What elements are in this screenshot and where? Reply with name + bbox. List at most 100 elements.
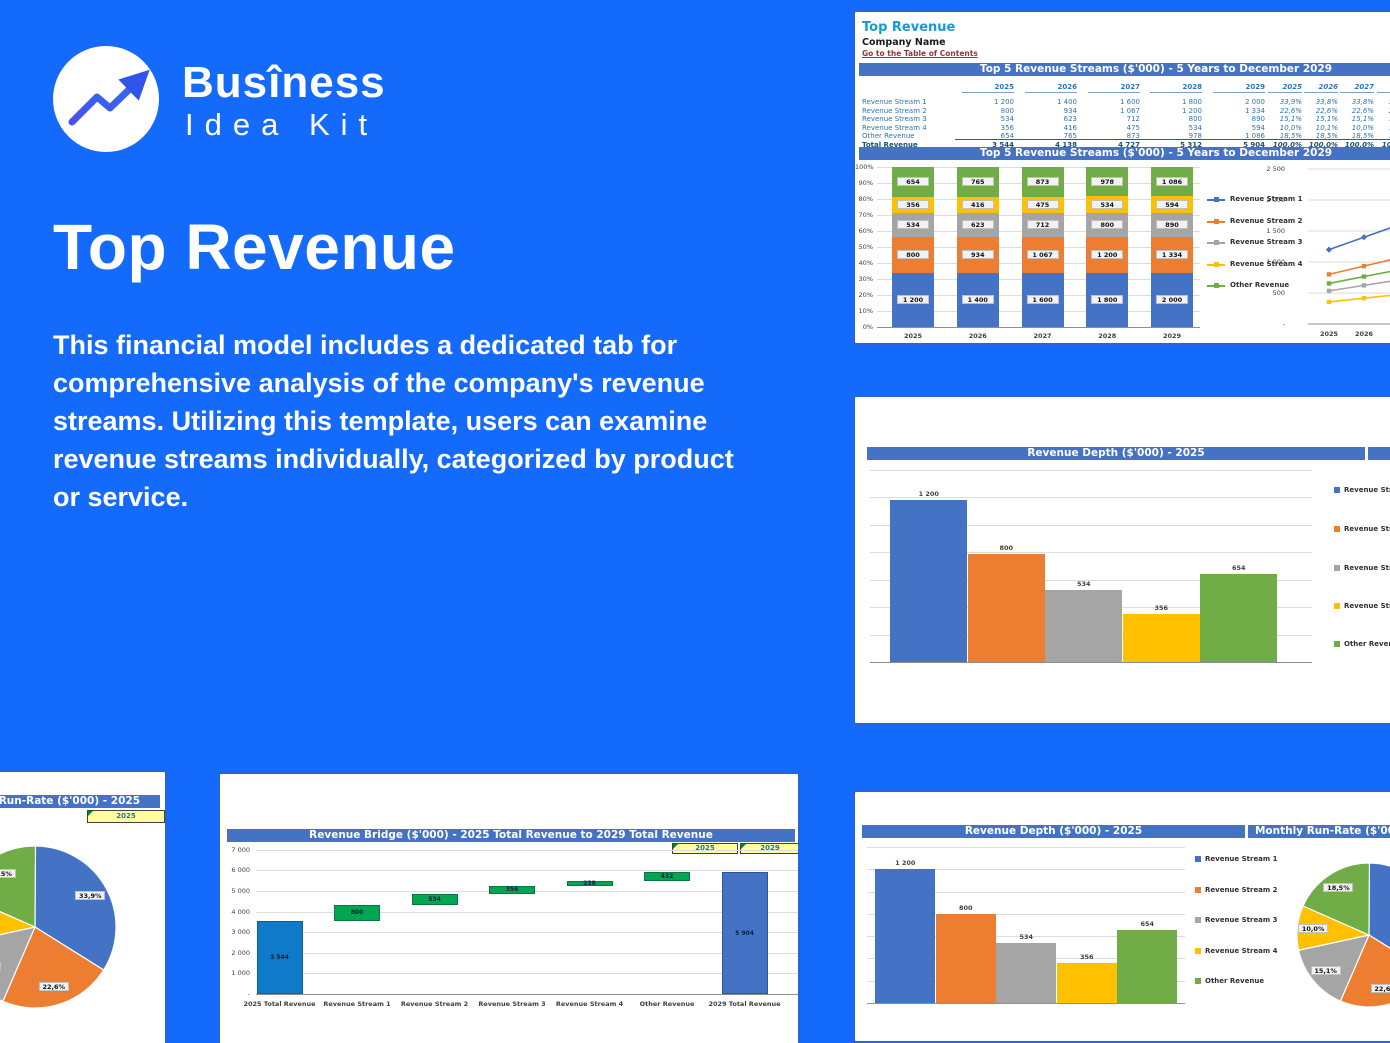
- bar: [890, 500, 967, 662]
- table-cell: 800: [1188, 115, 1202, 123]
- bar-value-label: 534: [1076, 579, 1091, 588]
- bar: [935, 913, 996, 1003]
- table-cell: 890: [1251, 115, 1265, 123]
- bar-value-label: 1 334: [1156, 250, 1188, 260]
- table-year-header: 2029: [1213, 83, 1265, 93]
- legend-label: Revenue Stream 1: [1344, 486, 1390, 494]
- bar-value-label: 890: [1156, 220, 1188, 230]
- legend-item: Revenue Stream 1: [1195, 855, 1305, 865]
- table-total-label: Total Revenue: [862, 141, 918, 149]
- y-tick-label: 2 000: [231, 948, 250, 957]
- bar-value-label: 654: [1231, 563, 1246, 572]
- table-cell-pct: 18,5%: [1375, 132, 1390, 140]
- bar-value-label: 873: [1026, 177, 1059, 187]
- legend-item: Revenue Stream 2: [1207, 217, 1303, 227]
- x-tick-label: Revenue Stream 3: [478, 1000, 546, 1008]
- table-cell: 978: [1188, 132, 1202, 140]
- y-tick-label: 6 000: [231, 866, 250, 875]
- table-cell: 765: [1063, 132, 1077, 140]
- x-tick-label: 2027: [1033, 332, 1052, 340]
- bar-value-label: 356: [505, 886, 519, 894]
- table-year-header: 2026: [1025, 83, 1077, 93]
- bar-value-label: 2 000: [1156, 295, 1188, 305]
- table-cell-pct: 18,5%: [1315, 132, 1338, 140]
- legend-item: Revenue Stream 4: [1207, 260, 1303, 270]
- legend-item: Revenue Stream 3: [1334, 564, 1390, 574]
- legend-item: Other Revenue: [1207, 281, 1289, 291]
- legend-swatch: [1195, 978, 1201, 984]
- legend-label: Revenue Stream 1: [1230, 195, 1303, 203]
- table-row-label: Revenue Stream 4: [862, 123, 927, 132]
- table-year-header: 2028: [1150, 83, 1202, 93]
- table-cell-pct: 15,1%: [1351, 115, 1374, 123]
- table-cell: 623: [1063, 115, 1077, 123]
- pie-percent-label: 15,1%: [0, 962, 2, 972]
- bar: [967, 554, 1045, 662]
- brand-name: Busîness: [182, 58, 386, 107]
- table-cell-pct: 15,1%: [1315, 115, 1338, 123]
- stacked-bar-chart: 100% 90% 80% 70% 60% 50% 40% 30% 20% 10% 0% 1 200 80…: [855, 12, 1390, 343]
- bar-value-label: 356: [1079, 953, 1094, 962]
- line-y-tick-label: 2 500: [1266, 165, 1285, 173]
- data-point-marker: [1326, 299, 1332, 305]
- legend-item: Revenue Stream 1: [1207, 195, 1303, 205]
- from-year-dropdown[interactable]: 2025: [672, 843, 738, 854]
- y-tick-label: 90%: [858, 179, 873, 187]
- legend-label: Other Revenue: [1344, 640, 1390, 648]
- adjacent-chart-title-bar: [1368, 447, 1390, 460]
- table-cell-pct: 33,8%: [1351, 98, 1374, 106]
- legend-item: Revenue Stream 4: [1195, 947, 1305, 957]
- x-tick-label: 2025: [903, 332, 923, 340]
- legend-marker: [1214, 262, 1219, 267]
- y-tick-label: 50%: [858, 243, 873, 251]
- line-series: [1328, 259, 1390, 276]
- bar-value-label: 5 904: [735, 929, 754, 937]
- x-tick-label: Other Revenue: [639, 1000, 695, 1008]
- y-tick-label: 30%: [858, 275, 873, 283]
- table-cell: 475: [1126, 123, 1140, 132]
- bar-value-label: 1 067: [1026, 250, 1059, 260]
- gridline: [870, 552, 1312, 553]
- table-cell-total-pct: 100,0%: [1272, 141, 1302, 149]
- table-pct-year-header: 2028: [1377, 83, 1390, 93]
- to-year-dropdown[interactable]: 2029: [740, 843, 798, 854]
- bar: [1117, 929, 1177, 1003]
- legend-item: Revenue Stream 1: [1334, 486, 1390, 496]
- pie-slice: [0, 926, 37, 1003]
- revenue-depth-bar-chart-small: 1 200 800 534 356 654 Revenue Stream 1 Revenue…: [855, 792, 1390, 1041]
- bar-value-label: 1 200: [918, 490, 939, 498]
- table-row-label: Revenue Stream 2: [862, 106, 927, 115]
- gridline: [867, 891, 1185, 893]
- legend-swatch: [1195, 856, 1201, 862]
- bar-value-label: 654: [897, 177, 929, 187]
- rule-total-top: [955, 139, 1390, 140]
- company-name: Company Name: [862, 37, 946, 48]
- monthly-run-rate-title-bar-2: Monthly Run-Rate ($'000) - 2025: [1248, 825, 1390, 838]
- waterfall-bar: [566, 881, 613, 887]
- bar-value-label: 1 200: [897, 295, 929, 305]
- table-of-contents-link[interactable]: Go to the Table of Contents: [862, 49, 978, 58]
- bar-value-label: 1 086: [1156, 177, 1188, 187]
- gridline: [256, 870, 798, 872]
- legend-swatch: [1195, 917, 1201, 923]
- legend-item: Revenue Stream 3: [1195, 916, 1305, 926]
- legend-label: Revenue Stream 4: [1230, 260, 1303, 268]
- table-row-label: Revenue Stream 1: [862, 98, 927, 106]
- line-series: [1328, 294, 1390, 303]
- revenue-depth-title-bar-2: Revenue Depth ($'000) - 2025: [862, 825, 1245, 838]
- year-filter-dropdown[interactable]: 2025: [87, 810, 165, 823]
- table-pct-year-header: 2025: [1268, 83, 1302, 93]
- bar-value-label: 356: [897, 200, 929, 210]
- stacked-chart-title-bar: Top 5 Revenue Streams ($'000) - 5 Years …: [859, 147, 1390, 160]
- table-cell-pct: 22,6%: [1279, 106, 1302, 115]
- table-pct-year-header: 2027: [1340, 83, 1374, 93]
- bar-value-label: 416: [961, 200, 994, 210]
- table-cell-pct: 15,1%: [1375, 115, 1390, 123]
- table-cell: 416: [1063, 123, 1077, 132]
- legend-label: Revenue Stream 2: [1205, 885, 1278, 894]
- line-series: [1328, 270, 1390, 285]
- table-cell-pct: 10,0%: [1279, 123, 1302, 132]
- brand-logo: [53, 46, 159, 152]
- bar-value-label: 238: [583, 880, 596, 888]
